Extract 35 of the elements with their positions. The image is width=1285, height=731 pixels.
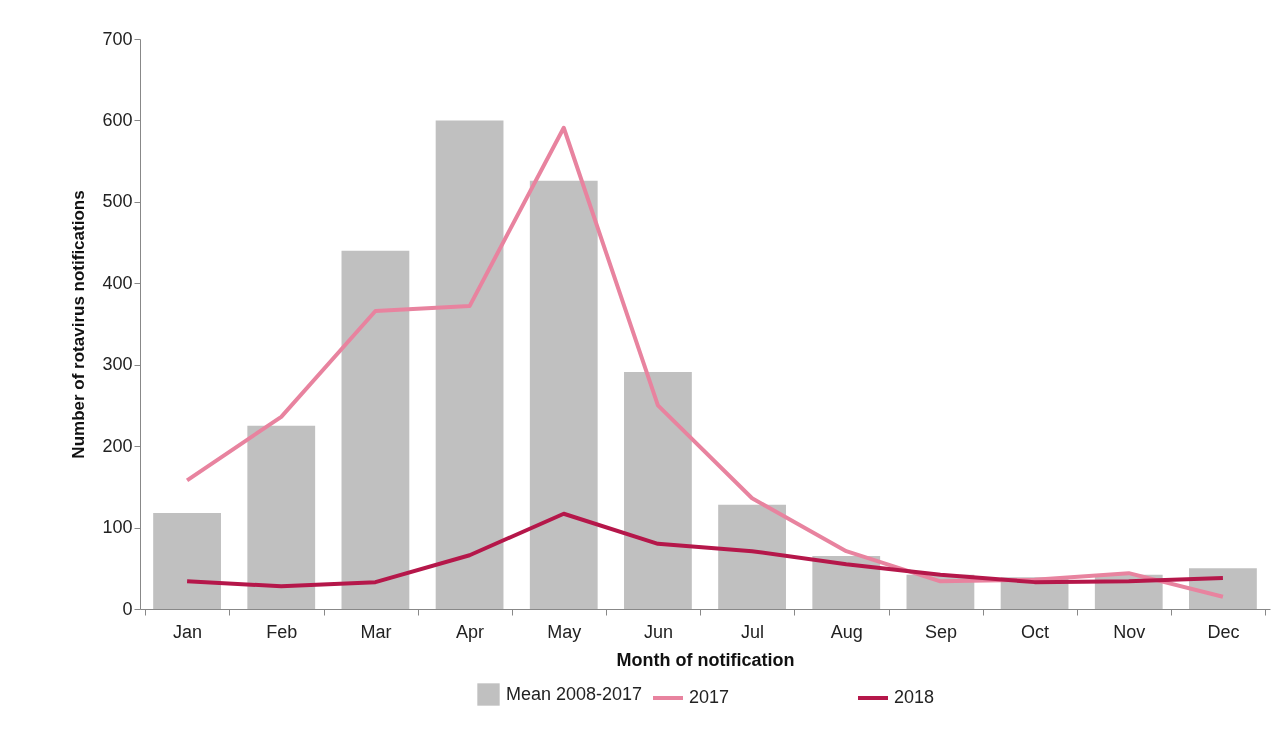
x-tick-label: Nov bbox=[1113, 621, 1146, 642]
x-tick-label: Feb bbox=[266, 621, 298, 642]
y-tick-label: 0 bbox=[122, 598, 133, 619]
y-tick-label: 300 bbox=[102, 354, 133, 375]
y-axis-title: Number of rotavirus notifications bbox=[69, 190, 89, 459]
y-tick-label: 500 bbox=[102, 191, 133, 212]
bar bbox=[435, 120, 504, 609]
x-tick-label: Aug bbox=[830, 621, 863, 642]
x-tick-label: May bbox=[547, 621, 582, 642]
x-tick-label: Jun bbox=[643, 621, 673, 642]
x-tick-label: Mar bbox=[360, 621, 392, 642]
bar bbox=[247, 425, 316, 609]
x-tick-label: Jul bbox=[741, 621, 765, 642]
legend-label: Mean 2008-2017 bbox=[506, 683, 643, 704]
bar bbox=[153, 512, 221, 609]
line-series bbox=[185, 511, 1225, 589]
x-tick-label: Apr bbox=[456, 621, 485, 642]
x-tick-label: Sep bbox=[924, 621, 957, 642]
y-tick-label: 100 bbox=[102, 517, 133, 538]
legend-label: 2017 bbox=[689, 687, 730, 707]
bar bbox=[1189, 568, 1257, 609]
bar bbox=[529, 180, 598, 609]
y-tick-label: 400 bbox=[102, 272, 133, 293]
y-tick-label: 200 bbox=[102, 435, 133, 456]
bar bbox=[341, 250, 410, 609]
line-series bbox=[185, 125, 1225, 599]
y-tick-label: 600 bbox=[102, 109, 133, 130]
bar bbox=[718, 504, 786, 609]
y-tick-label: 700 bbox=[102, 28, 133, 49]
x-tick-label: Oct bbox=[1021, 621, 1050, 642]
x-tick-label: Dec bbox=[1207, 621, 1240, 642]
x-axis-title: Month of notification bbox=[616, 649, 795, 670]
x-tick-label: Jan bbox=[173, 621, 203, 642]
bar bbox=[624, 372, 692, 609]
legend-label: 2018 bbox=[894, 687, 935, 707]
